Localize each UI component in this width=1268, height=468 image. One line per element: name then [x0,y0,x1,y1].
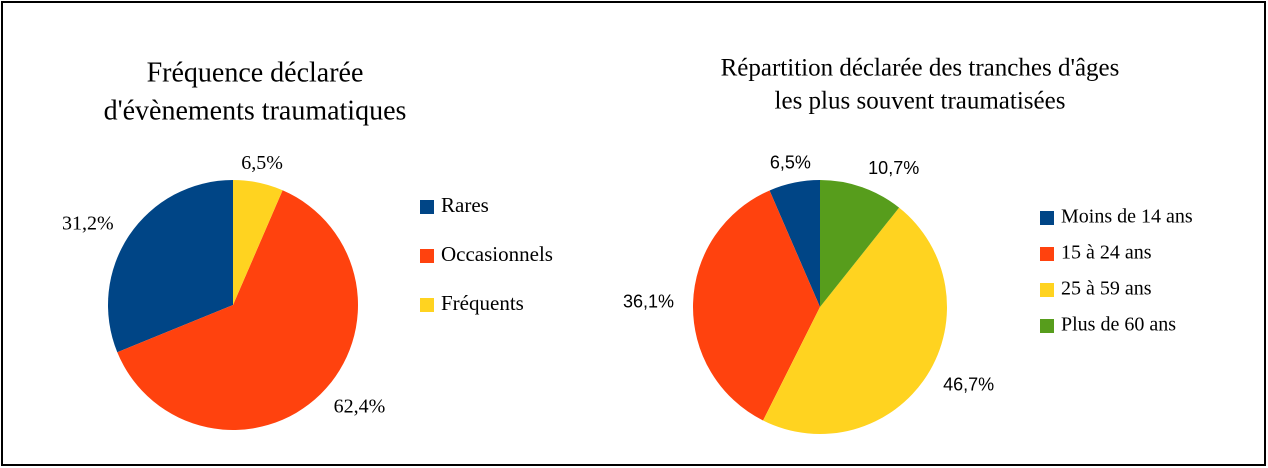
legend-swatch [420,200,434,214]
value-label: 62,4% [334,395,386,417]
legend-swatch [1040,283,1054,297]
pie-slice [117,190,358,430]
chart-title: Répartition déclarée des tranches d'âges [721,55,1120,82]
legend-swatch [1040,211,1054,225]
legend-swatch [420,298,434,312]
pie-slice [763,207,947,434]
pie-slice [769,180,820,307]
legend-label: 15 à 24 ans [1061,242,1152,264]
legend-swatch [420,249,434,263]
value-label: 46,7% [943,374,994,394]
value-label: 6,5% [241,152,283,174]
pie-slice [233,180,283,305]
chart-title: d'évènements traumatiques [104,95,407,126]
chart-title: les plus souvent traumatisées [775,88,1066,115]
legend-label: Plus de 60 ans [1061,314,1176,336]
legend-label: Occasionnels [441,242,553,266]
pie-slice [820,180,900,307]
legend-swatch [1040,247,1054,261]
chart-title: Fréquence déclarée [147,57,364,88]
pie-slice [693,190,820,421]
legend-label: 25 à 59 ans [1061,278,1152,300]
value-label: 10,7% [868,158,919,178]
value-label: 6,5% [770,153,811,173]
legend-label: Moins de 14 ans [1061,206,1193,228]
legend-label: Rares [441,193,489,217]
value-label: 36,1% [623,292,674,312]
value-label: 31,2% [62,212,114,234]
legend-swatch [1040,319,1054,333]
pie-slice [107,179,233,353]
legend-label: Fréquents [441,291,524,315]
